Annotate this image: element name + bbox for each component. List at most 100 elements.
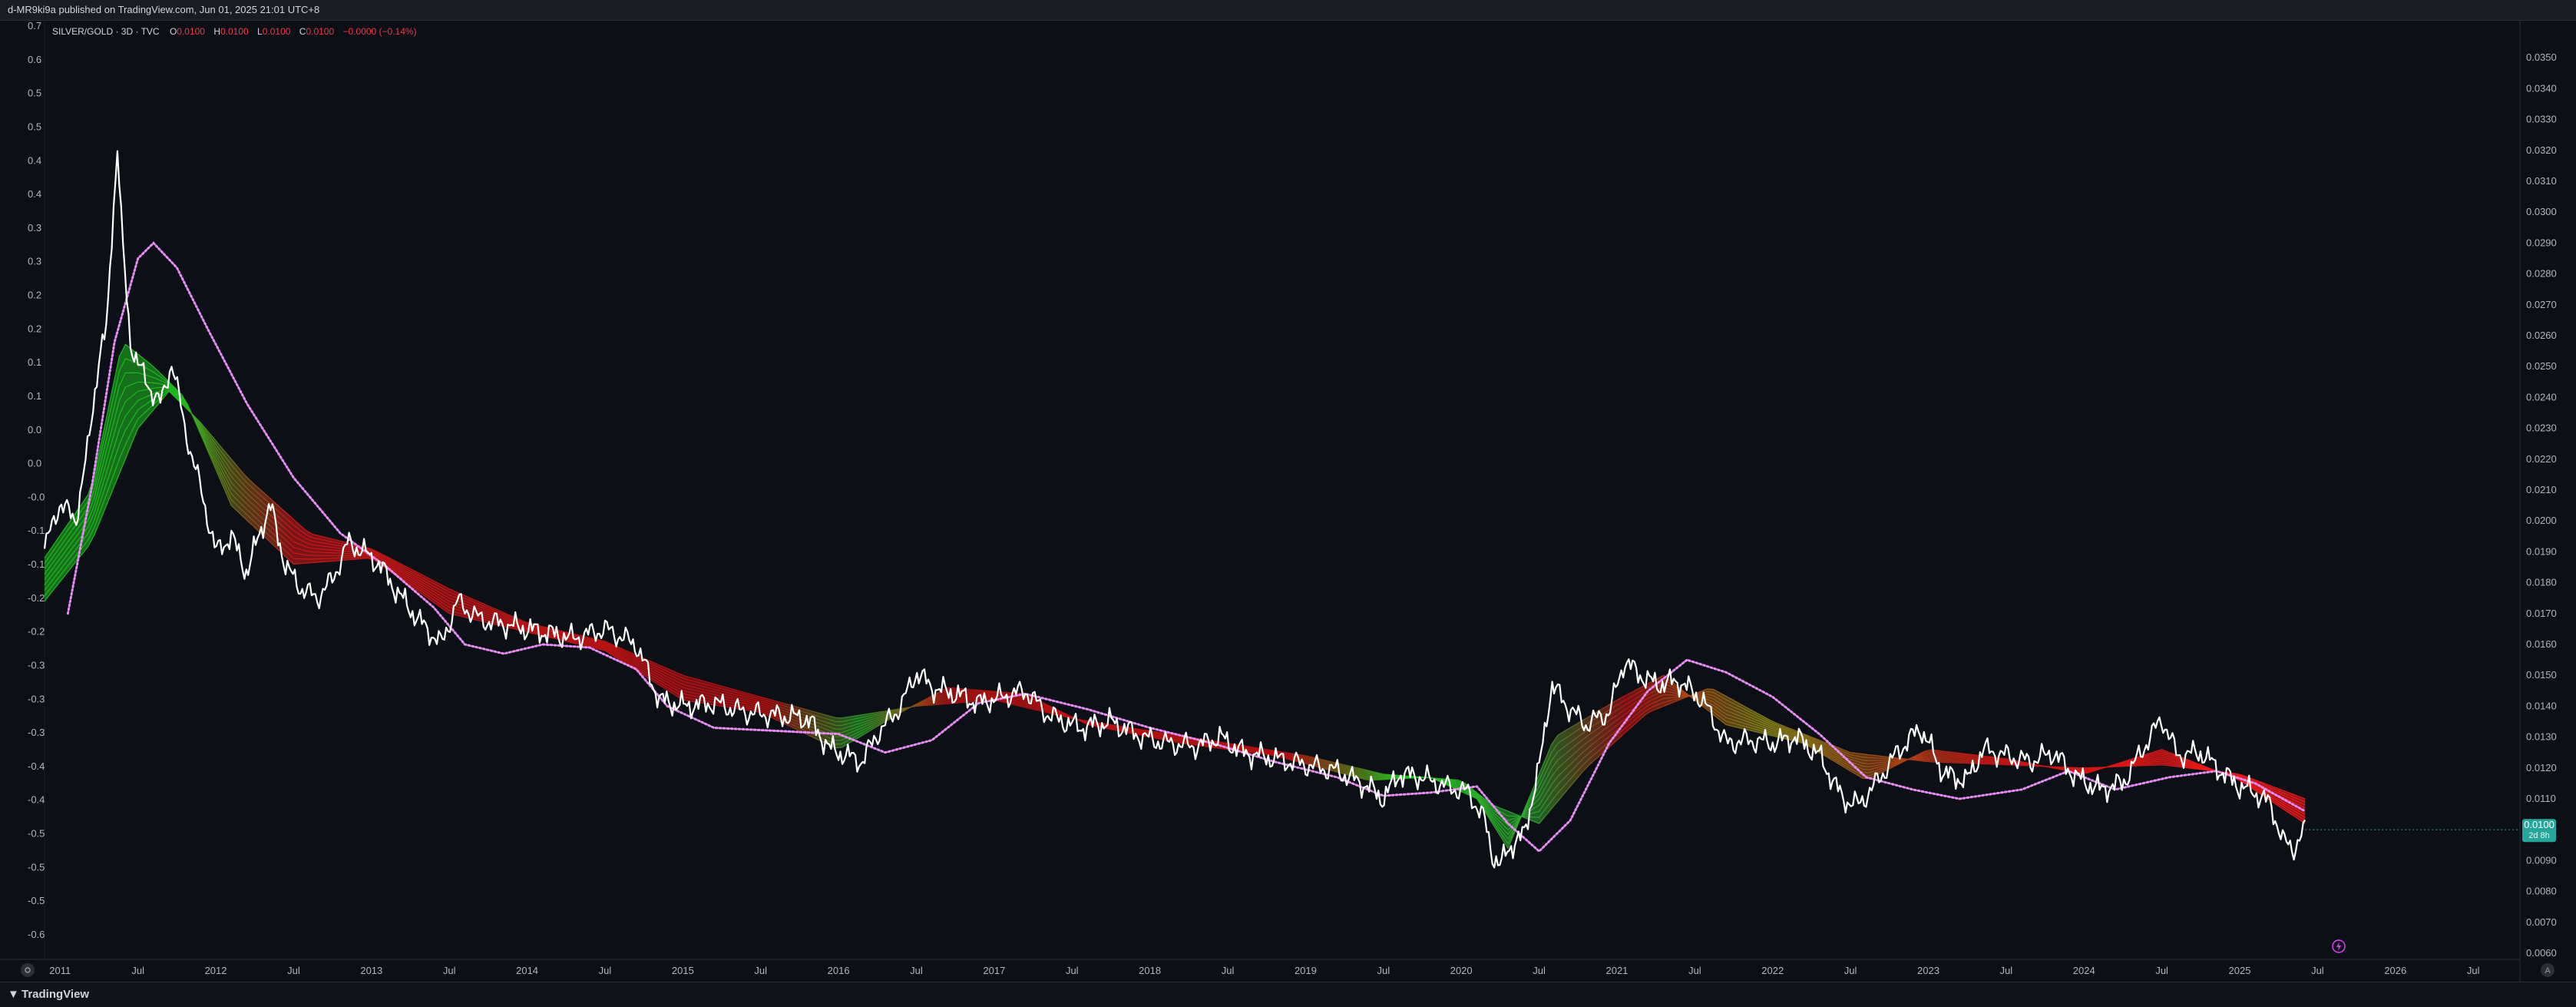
right-axis-tick-15: 0.0200 [2526,515,2557,526]
trail-layer [66,241,2306,853]
lightning-icon[interactable] [2332,939,2346,953]
time-axis-tick-7: Jul [599,965,612,976]
right-axis-tick-19: 0.0160 [2526,638,2557,650]
right-axis-tick-18: 0.0170 [2526,608,2557,619]
chart-canvas[interactable]: 0.70.60.50.50.40.40.30.30.20.20.10.10.00… [0,21,2576,982]
left-axis-tick-26: -0.5 [28,895,45,906]
brand-name: TradingView [21,988,90,1001]
legend-l-value: 0.0100 [263,26,291,37]
symbol-legend[interactable]: SILVER/GOLD · 3D · TVC O0.0100 H0.0100 L… [52,26,417,37]
time-axis-tick-28: 2025 [2229,965,2251,976]
time-axis-tick-12: 2017 [983,965,1005,976]
right-axis-tick-12: 0.0230 [2526,422,2557,434]
footer-bar: ▼ TradingView [0,982,2576,1007]
ma-ribbon-line-6 [44,372,2306,840]
time-axis-tick-29: Jul [2311,965,2324,976]
time-axis-tick-3: Jul [287,965,300,976]
right-axis-tick-11: 0.0240 [2526,391,2557,402]
right-axis-tick-1: 0.0340 [2526,82,2557,94]
left-axis-tick-13: 0.0 [28,458,41,469]
gear-icon[interactable] [21,963,35,977]
right-axis-tick-4: 0.0310 [2526,175,2557,187]
left-axis-tick-18: -0.2 [28,626,45,638]
ma-ribbon-line-5 [44,381,2306,836]
ma-ribbon-line-3 [44,387,2306,826]
right-axis-tick-29: 0.0060 [2526,947,2557,959]
right-axis-tick-21: 0.0140 [2526,700,2557,711]
legend-o-value: 0.0100 [177,26,205,37]
right-axis-tick-24: 0.0110 [2526,793,2556,804]
time-axis-tick-22: 2022 [1761,965,1784,976]
time-axis-tick-21: Jul [1688,965,1701,976]
trailing-stop-line [66,241,2306,853]
price-layer [43,150,2520,869]
right-axis-tick-3: 0.0320 [2526,144,2557,156]
legend-o-label: O [170,26,177,37]
ma-ribbon-line-7 [44,358,2306,845]
time-axis-tick-15: Jul [1222,965,1235,976]
right-axis-tick-5: 0.0300 [2526,206,2557,217]
left-axis-tick-19: -0.3 [28,659,45,671]
time-axis-tick-30: 2026 [2384,965,2406,976]
right-axis-tick-14: 0.0210 [2526,484,2557,495]
left-axis-tick-3: 0.5 [28,121,41,132]
right-axis-tick-7: 0.0280 [2526,268,2557,280]
time-axis-tick-0: 2011 [49,965,71,976]
legend-change: −0.0000 (−0.14%) [343,26,417,37]
left-axis-tick-23: -0.4 [28,794,45,806]
price-line [43,150,2306,869]
time-axis-tick-4: 2013 [360,965,382,976]
time-axis-tick-9: Jul [754,965,767,976]
left-axis-tick-2: 0.5 [28,88,41,99]
left-axis-tick-1: 0.6 [28,54,41,65]
right-axis-tick-16: 0.0190 [2526,545,2557,557]
legend-h-value: 0.0100 [220,26,249,37]
left-axis-tick-17: -0.2 [28,592,45,604]
left-axis-tick-0: 0.7 [28,21,41,31]
time-axis-tick-19: Jul [1533,965,1546,976]
time-axis-tick-11: Jul [910,965,923,976]
left-axis-tick-20: -0.3 [28,693,45,704]
ribbon-layer [44,343,2306,850]
time-axis-tick-24: 2023 [1917,965,1939,976]
right-axis-tick-22: 0.0130 [2526,731,2557,743]
publish-header: d-MR9ki9a published on TradingView.com, … [0,0,2576,21]
time-axis-tick-13: Jul [1066,965,1079,976]
left-axis-tick-8: 0.2 [28,290,41,301]
publish-info: d-MR9ki9a published on TradingView.com, … [8,4,320,15]
left-axis-tick-25: -0.5 [28,861,45,873]
time-axis-tick-17: Jul [1377,965,1390,976]
a-auto-icon[interactable]: A [2541,963,2555,977]
right-axis: 0.0350 0.0340 0.0330 0.0320 0.0310 0.0300 0.02… [2526,51,2557,959]
tradingview-logo[interactable]: ▼ TradingView [8,988,89,1001]
tv-logo-icon: ▼ [8,988,19,1001]
time-axis-tick-31: Jul [2467,965,2480,976]
left-axis-tick-22: -0.4 [28,760,45,772]
time-axis-tick-18: 2020 [1450,965,1473,976]
svg-text:A: A [2545,966,2551,976]
right-axis-tick-17: 0.0180 [2526,577,2557,588]
time-axis-tick-26: 2024 [2073,965,2095,976]
left-axis-tick-14: -0.0 [28,491,45,502]
right-axis-tick-13: 0.0220 [2526,453,2557,465]
right-axis-tick-28: 0.0070 [2526,916,2557,928]
left-axis-tick-12: 0.0 [28,424,41,436]
time-axis-tick-6: 2014 [516,965,538,976]
time-axis-tick-14: 2018 [1139,965,1161,976]
time-axis-tick-1: Jul [131,965,144,976]
time-axis-tick-27: Jul [2155,965,2168,976]
legend-h-label: H [213,26,220,37]
right-axis-tick-26: 0.0090 [2526,854,2557,866]
ma-ribbon-line-2 [44,388,2306,821]
left-axis-tick-10: 0.1 [28,356,41,368]
time-axis-tick-23: Jul [1844,965,1857,976]
left-axis: 0.7 0.6 0.5 0.5 0.4 0.4 0.3 0.3 0.2 0.2 0.1 0.1 0.0 0… [28,21,45,940]
time-axis-tick-5: Jul [443,965,456,976]
left-axis-tick-21: -0.3 [28,727,45,738]
left-axis-tick-11: 0.1 [28,390,41,402]
left-axis-tick-27: -0.6 [28,929,45,940]
last-price-value: 0.0100 [2524,819,2555,830]
right-axis-tick-10: 0.0250 [2526,360,2557,372]
time-axis: 2011 Jul 2012 Jul 2013 Jul 2014 Jul 2015 Jul 2016 J… [49,965,2479,976]
right-axis-tick-0: 0.0350 [2526,51,2557,63]
